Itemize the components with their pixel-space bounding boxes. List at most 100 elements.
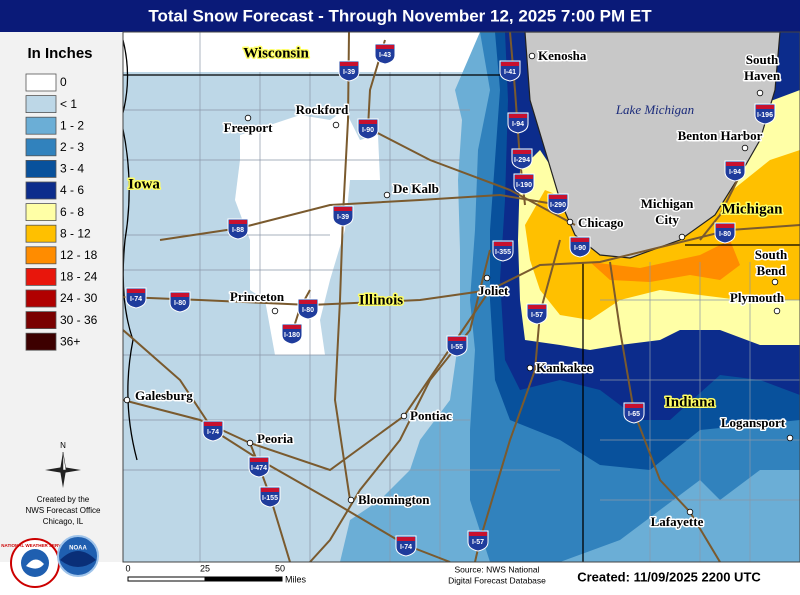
- city-dot: [686, 508, 694, 516]
- city-label: City: [655, 212, 679, 227]
- city-label: Michigan: [641, 196, 694, 211]
- city-dot: [483, 274, 491, 282]
- legend-label: 36+: [60, 334, 80, 348]
- interstate-label: I-94: [512, 121, 524, 128]
- city-label: South: [746, 52, 779, 67]
- interstate-label: I-90: [574, 245, 586, 252]
- state-label: Iowa: [128, 176, 160, 192]
- city-dot: [756, 89, 764, 97]
- interstate-shield-top: [340, 62, 358, 66]
- legend-title: In Inches: [27, 45, 92, 62]
- city-label: Rockford: [296, 102, 349, 117]
- map-labels: Lake Michigan Wisconsin Iowa Illinois Indian…: [123, 43, 794, 557]
- county-lines: [123, 32, 800, 562]
- interstate-shield-top: [509, 114, 527, 118]
- interstate-shield-top: [283, 325, 301, 329]
- interstate-shield-top: [494, 242, 512, 246]
- city-label: Lafayette: [651, 514, 704, 529]
- interstate-label: I-43: [379, 52, 391, 59]
- city-label: Chicago: [578, 215, 624, 230]
- interstate-shield-top: [204, 422, 222, 426]
- credit: Created by the: [37, 495, 90, 504]
- source: Digital Forecast Database: [448, 575, 546, 585]
- interstate-label: I-355: [495, 249, 511, 256]
- legend-label: 4 - 6: [60, 183, 84, 197]
- city-dot: [400, 412, 408, 420]
- city-dot: [332, 121, 340, 129]
- city-label: Bloomington: [358, 492, 430, 507]
- interstate-shield-top: [261, 488, 279, 492]
- legend-label: 18 - 24: [60, 270, 98, 284]
- map-frame: [122, 31, 800, 563]
- interstate-shield-top: [513, 150, 531, 154]
- city-label: Plymouth: [730, 290, 785, 305]
- city-dot: [246, 439, 254, 447]
- city-label: Pontiac: [410, 408, 452, 423]
- snow-area: [590, 240, 740, 282]
- highway: [123, 289, 491, 472]
- state-label: Wisconsin: [243, 45, 309, 61]
- highway: [699, 174, 741, 241]
- interstate-label: I-474: [251, 465, 267, 472]
- interstate-label: I-55: [451, 344, 463, 351]
- legend-label: < 1: [60, 97, 77, 111]
- legend-swatch: [25, 267, 57, 286]
- legend-label: 8 - 12: [60, 226, 91, 240]
- city-dot: [678, 233, 686, 241]
- city-label: Princeton: [230, 289, 285, 304]
- interstate-shield-top: [716, 224, 734, 228]
- highway: [159, 193, 561, 241]
- city-label: Haven: [744, 68, 781, 83]
- interstate-shield-top: [299, 300, 317, 304]
- legend-label: 24 - 30: [60, 291, 98, 305]
- interstate-shield-top: [528, 305, 546, 309]
- highway: [609, 261, 721, 562]
- interstate-shield-top: [171, 293, 189, 297]
- interstate-label: I-80: [302, 307, 314, 314]
- interstate-shield-top: [549, 195, 567, 199]
- interstate-label: I-90: [362, 127, 374, 134]
- interstate-shield-top: [376, 45, 394, 49]
- interstate-label: I-88: [232, 227, 244, 234]
- highway: [333, 32, 351, 501]
- city-label: Kankakee: [536, 360, 593, 375]
- interstate-label: I-41: [504, 69, 516, 76]
- city-dot: [271, 307, 279, 315]
- interstate-label: I-180: [284, 332, 300, 339]
- interstate-label: I-294: [514, 157, 530, 164]
- scale-unit: Miles: [285, 574, 307, 584]
- legend-label: 12 - 18: [60, 248, 98, 262]
- interstate-shield-top: [250, 458, 268, 462]
- city-dot: [526, 364, 534, 372]
- city-label: Peoria: [257, 431, 294, 446]
- highway: [309, 249, 491, 562]
- state-border: [123, 39, 800, 562]
- lake-label: Lake Michigan: [615, 102, 694, 117]
- map: [123, 32, 800, 562]
- legend-label: 6 - 8: [60, 205, 84, 219]
- noaa-logo-text: NOAA: [69, 546, 87, 552]
- interstate-label: I-39: [343, 69, 355, 76]
- state-label: Indiana: [665, 394, 716, 410]
- interstate-shield-top: [726, 162, 744, 166]
- highway: [249, 442, 291, 562]
- city-label: Benton Harbor: [678, 128, 763, 143]
- legend-swatch: [25, 246, 57, 265]
- city-dot: [123, 396, 131, 404]
- state-label: Michigan: [722, 201, 783, 217]
- legend-label: 2 - 3: [60, 140, 84, 154]
- legend-label: 1 - 2: [60, 118, 84, 132]
- interstate-label: I-196: [757, 112, 773, 119]
- legend-swatch: [25, 311, 57, 330]
- scale-tick-label: 0: [125, 563, 130, 573]
- interstate-shield-top: [625, 404, 643, 408]
- interstate-label: I-39: [337, 214, 349, 221]
- interstate-shield-top: [229, 220, 247, 224]
- city-label: Bend: [757, 263, 787, 278]
- interstate-label: I-80: [174, 300, 186, 307]
- scale-tick-label: 50: [275, 563, 285, 573]
- interstate-shield-top: [469, 532, 487, 536]
- legend-swatch: [25, 203, 57, 222]
